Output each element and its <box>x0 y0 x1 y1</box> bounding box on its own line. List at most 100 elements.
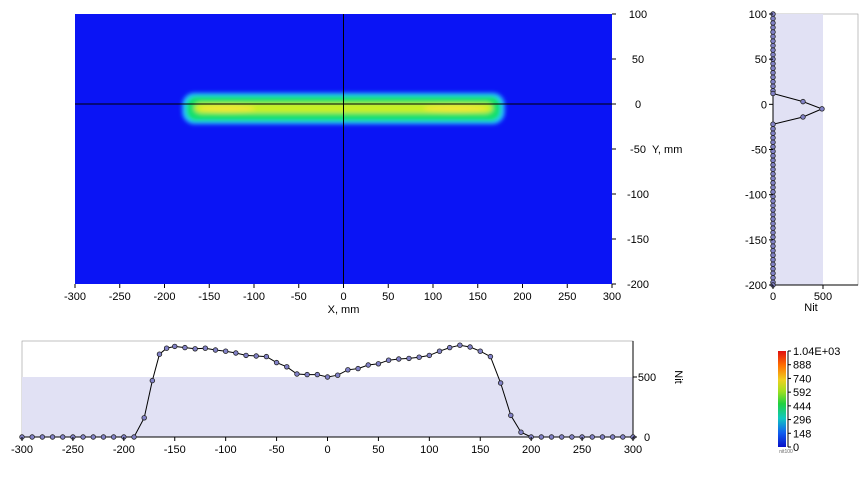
vertical-profile-shade <box>773 14 823 285</box>
heatmap-x-tick-label: -150 <box>198 291 220 303</box>
heatmap-x-tick-label: 150 <box>469 291 487 303</box>
horizontal-profile-point <box>314 371 321 378</box>
vertical-profile-point <box>770 29 776 35</box>
vertical-profile-point <box>770 144 776 150</box>
horizontal-profile-point <box>467 344 473 350</box>
vertical-profile-point <box>800 98 806 105</box>
horizontal-profile-point <box>548 434 555 440</box>
horizontal-profile-point <box>497 380 504 386</box>
heatmap-x-tick-label: 300 <box>603 291 621 303</box>
vertical-profile-point <box>800 114 806 120</box>
horizontal-profile-y-tick-label: 0 <box>644 432 650 444</box>
horizontal-profile-x-tick-label: -200 <box>113 444 135 456</box>
horizontal-profile-point <box>60 434 66 440</box>
vertical-profile-point <box>770 229 776 236</box>
colorbar-tick-label: 1.04E+03 <box>793 346 840 358</box>
heatmap-y-axis-title: Y, mm <box>652 144 682 156</box>
horizontal-profile-point <box>273 359 280 366</box>
vertical-profile-point <box>770 51 776 58</box>
vertical-profile-point <box>770 202 776 209</box>
horizontal-profile-point <box>375 361 382 367</box>
horizontal-profile-x-tick-label: -100 <box>215 444 237 456</box>
horizontal-profile-point <box>149 377 156 384</box>
horizontal-profile-point <box>80 434 86 440</box>
horizontal-profile-point <box>253 353 259 359</box>
horizontal-profile-point <box>559 434 565 440</box>
horizontal-profile-x-tick-label: -150 <box>164 444 186 456</box>
colorbar-tick-label: 0 <box>793 442 799 454</box>
vertical-profile-point <box>770 175 776 182</box>
colorbar-tick-label: 888 <box>793 360 811 372</box>
horizontal-profile-point <box>355 365 361 372</box>
heatmap-y-tick-label: -150 <box>627 234 649 246</box>
heatmap-x-axis-title: X, mm <box>328 304 360 316</box>
horizontal-profile-point <box>233 350 239 356</box>
horizontal-profile-point <box>304 371 310 378</box>
heatmap-y-tick-label: 100 <box>629 9 647 21</box>
vertical-profile-point <box>770 261 776 267</box>
vertical-profile-point <box>770 234 776 240</box>
vertical-profile-point <box>770 252 776 258</box>
vertical-profile-point <box>770 70 776 76</box>
horizontal-profile-point <box>365 362 371 368</box>
horizontal-profile-point <box>508 412 514 419</box>
vertical-profile-point <box>770 180 776 186</box>
horizontal-profile-point <box>324 374 331 380</box>
vertical-profile-x-axis-title: Nit <box>804 302 817 314</box>
horizontal-profile-x-tick-label: 200 <box>522 444 540 456</box>
heatmap-y-tick-label: -100 <box>627 189 649 201</box>
horizontal-profile-point <box>589 434 595 440</box>
horizontal-profile-y-tick-label: 500 <box>638 372 656 384</box>
vertical-profile-point <box>770 135 776 141</box>
horizontal-profile-point <box>90 434 96 440</box>
vertical-profile-point <box>770 184 776 191</box>
heatmap-x-tick-label: 200 <box>513 291 531 303</box>
vertical-profile-point <box>770 198 776 204</box>
horizontal-profile-point <box>192 346 198 352</box>
vertical-profile-point <box>770 60 776 67</box>
vertical-profile-point <box>770 275 776 281</box>
vertical-profile-point <box>770 189 776 195</box>
horizontal-profile-point <box>243 352 249 359</box>
colorbar <box>778 351 786 447</box>
horizontal-profile-point <box>110 434 117 440</box>
heatmap-x-tick-label: -200 <box>153 291 175 303</box>
heatmap-y-tick-label: 50 <box>632 54 644 66</box>
horizontal-profile-x-tick-label: -250 <box>62 444 84 456</box>
vertical-profile-y-tick-label: 100 <box>749 9 767 21</box>
heatmap-x-tick-label: -50 <box>291 291 307 303</box>
horizontal-profile-point <box>477 348 483 354</box>
colorbar-tick-label: 740 <box>793 373 811 385</box>
horizontal-profile-x-tick-label: 100 <box>420 444 438 456</box>
horizontal-profile-x-tick-label: 250 <box>573 444 591 456</box>
horizontal-profile-point <box>385 357 392 363</box>
vertical-profile-x-tick-label: 500 <box>814 291 832 303</box>
vertical-profile-point <box>819 106 825 112</box>
horizontal-profile-point <box>156 351 163 357</box>
horizontal-profile-point <box>163 345 170 351</box>
vertical-profile-point <box>770 270 776 276</box>
horizontal-profile-point <box>416 354 422 360</box>
horizontal-profile-x-tick-label: 150 <box>471 444 489 456</box>
horizontal-profile-point <box>263 353 270 360</box>
horizontal-profile-point <box>457 342 463 348</box>
vertical-profile-point <box>770 211 776 218</box>
vertical-profile-point <box>770 166 776 173</box>
vertical-profile-y-tick-label: -200 <box>745 280 767 292</box>
vertical-profile-x-tick-label: 0 <box>770 291 776 303</box>
horizontal-profile-point <box>538 434 545 440</box>
vertical-profile-point <box>770 47 776 53</box>
heatmap-y-tick-label: 0 <box>635 99 641 111</box>
horizontal-profile-point <box>202 345 208 351</box>
vertical-profile-point <box>770 42 776 49</box>
horizontal-profile-point <box>396 356 402 362</box>
vertical-profile-point <box>770 216 776 222</box>
horizontal-profile-point <box>39 434 46 440</box>
vertical-profile-point <box>770 24 776 31</box>
colorbar-tick-label: 148 <box>793 428 811 440</box>
horizontal-profile-point <box>518 429 524 435</box>
horizontal-profile-point <box>284 364 290 370</box>
vertical-profile-point <box>770 207 776 213</box>
